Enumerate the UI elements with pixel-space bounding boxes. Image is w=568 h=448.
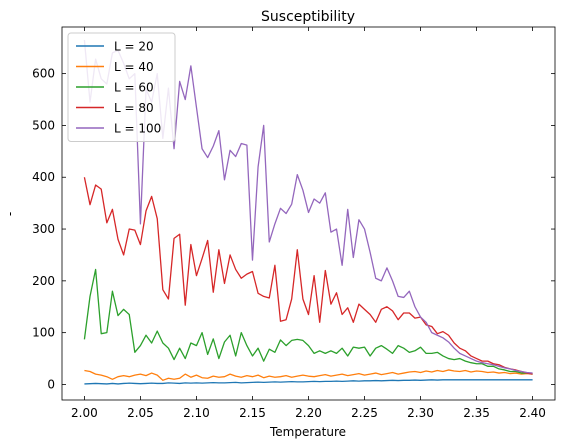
legend-label-5: L = 100 [114,122,161,136]
series-line-1 [84,379,533,385]
x-tick-label: 2.25 [351,406,378,420]
legend-label-1: L = 20 [114,40,154,54]
series-line-3 [83,268,533,375]
axes: 2.00 2.05 2.10 2.15 2.20 2.25 2.30 2.35 2.40 0 100… [32,26,556,420]
x-tick-label: 2.30 [407,406,434,420]
legend: L = 20 L = 40 L = 60 L = 80 L = 100 [67,32,176,142]
series-line-4 [83,177,533,375]
y-tick-label: 600 [32,67,55,81]
y-tick-label: 100 [32,326,55,340]
y-tick-label: 300 [32,222,55,236]
chart-title: Susceptibility [261,9,355,25]
legend-label-4: L = 80 [114,101,154,115]
series-line-2 [84,369,533,381]
x-tick-label: 2.40 [519,406,546,420]
y-tick-label: 200 [32,274,55,288]
x-tick-label: 2.20 [295,406,322,420]
legend-box [67,32,176,142]
x-tick-label: 2.10 [183,406,210,420]
x-tick-label: 2.35 [463,406,490,420]
x-tick-label: 2.00 [71,406,98,420]
y-axis-label: - [3,212,17,216]
y-tick-label: 400 [32,170,55,184]
y-tick-label: 500 [32,118,55,132]
legend-label-2: L = 40 [114,60,154,74]
x-axis-label: Temperature [269,425,346,439]
legend-label-3: L = 60 [114,81,154,95]
y-tick-label: 0 [47,377,55,391]
x-tick-label: 2.05 [127,406,154,420]
x-tick-label: 2.15 [239,406,266,420]
